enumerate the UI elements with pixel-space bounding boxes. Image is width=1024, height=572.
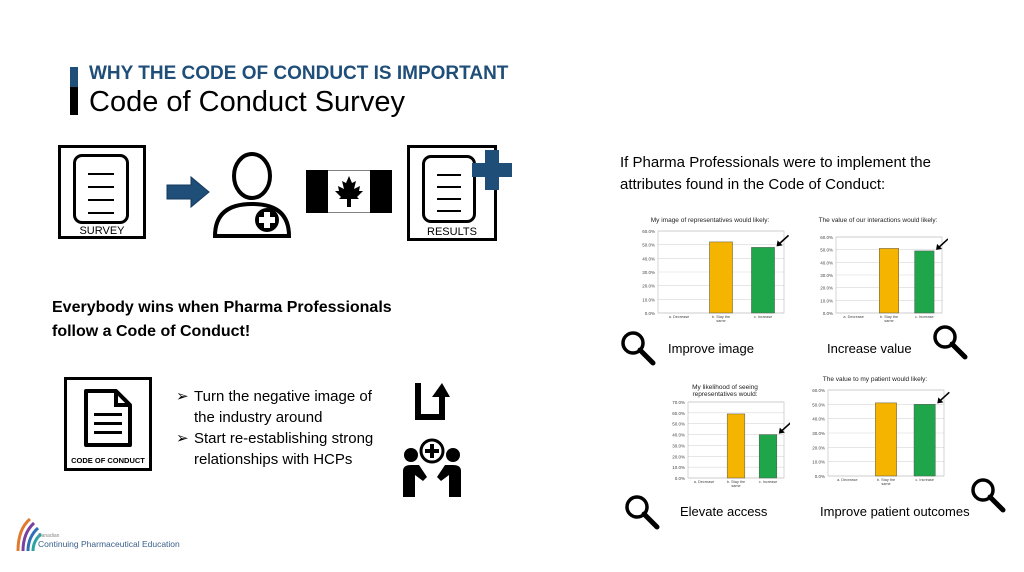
code-of-conduct-box: CODE OF CONDUCT (64, 377, 152, 471)
chart-title: My image of representatives would likely… (650, 217, 770, 224)
magnifier-icon[interactable] (970, 477, 1006, 513)
chart-patient-outcomes: The value to my patient would likely: 0.… (800, 376, 950, 492)
y-tick-label: 40.0% (672, 433, 685, 438)
caption-patient-outcomes: Improve patient outcomes (820, 504, 970, 519)
u-turn-arrow-icon (415, 383, 450, 420)
bar (751, 247, 775, 314)
y-tick-label: 40.0% (812, 417, 825, 422)
y-tick-label: 0.0% (815, 474, 825, 479)
annotation-arrowhead (936, 243, 943, 250)
results-label: RESULTS (427, 226, 477, 238)
chart-title: My likelihood of seeing representatives … (692, 384, 758, 398)
y-tick-label: 30.0% (642, 270, 655, 275)
canada-flag-icon (306, 170, 392, 213)
chart-elevate-access: My likelihood of seeing representatives … (660, 384, 790, 494)
x-tick-label: a. Decrease (837, 478, 857, 482)
results-box: RESULTS (407, 145, 497, 241)
results-document-icon (422, 155, 476, 223)
y-tick-label: 40.0% (820, 260, 833, 265)
y-tick-label: 60.0% (672, 411, 685, 416)
relationship-icon (403, 438, 461, 497)
wins-statement: Everybody wins when Pharma Professionals… (52, 299, 392, 340)
bar (913, 404, 936, 477)
y-tick-label: 40.0% (642, 256, 655, 261)
y-tick-label: 0.0% (645, 311, 655, 316)
x-tick-label: b. Stay the same (877, 478, 895, 486)
bar (914, 250, 935, 314)
slide-title: Code of Conduct Survey (89, 86, 405, 118)
x-tick-label: c. Increase (754, 315, 773, 319)
bullet-list: ➢ Turn the negative image of the industry… (176, 386, 396, 470)
chart-increase-value: The value of our interactions would like… (808, 217, 948, 329)
y-tick-label: 60.0% (642, 229, 655, 234)
bar (758, 434, 778, 479)
y-tick-label: 0.0% (675, 476, 685, 481)
chart-svg: 0.0% 10.0% 20.0% 30.0% 40.0% 50.0% 60.0% a. Dec… (642, 229, 790, 323)
x-tick-label: c. Increase (915, 478, 934, 482)
title-accent-bar (70, 67, 78, 115)
document-icon (73, 154, 129, 224)
professional-icon (212, 152, 292, 238)
y-tick-label: 50.0% (672, 422, 685, 427)
chart-title: The value of our interactions would like… (818, 217, 938, 224)
y-tick-label: 50.0% (820, 248, 833, 253)
y-tick-label: 60.0% (820, 235, 833, 240)
x-tick-label: a. Decrease (669, 315, 689, 319)
bullet-item: ➢ Start re-establishing strong relationsh… (176, 430, 374, 468)
bar (726, 413, 746, 479)
y-tick-label: 30.0% (812, 431, 825, 436)
x-tick-label: b. Stay the same (727, 480, 745, 488)
y-tick-label: 20.0% (642, 284, 655, 289)
arrow-right-icon (166, 175, 210, 209)
y-tick-label: 50.0% (812, 402, 825, 407)
y-tick-label: 30.0% (672, 443, 685, 448)
chart-svg: 0.0% 10.0% 20.0% 30.0% 40.0% 50.0% 60.0% a. Dec… (812, 388, 950, 486)
bullet-item: ➢ Turn the negative image of the industry… (176, 388, 372, 426)
code-of-conduct-label: CODE OF CONDUCT (71, 456, 145, 465)
plus-icon (472, 150, 512, 190)
chart-title: The value to my patient would likely: (822, 376, 928, 383)
x-tick-label: b. Stay the same (712, 315, 730, 323)
slide-subtitle: WHY THE CODE OF CONDUCT IS IMPORTANT (89, 63, 509, 84)
y-tick-label: 30.0% (820, 273, 833, 278)
survey-label: SURVEY (79, 225, 125, 237)
y-tick-label: 50.0% (642, 243, 655, 248)
y-tick-label: 0.0% (823, 311, 833, 316)
y-tick-label: 60.0% (812, 388, 825, 393)
caption-elevate-access: Elevate access (680, 504, 768, 519)
chart-svg: 0.0% 10.0% 20.0% 30.0% 40.0% 50.0% 60.0% a. Dec… (820, 235, 948, 323)
annotation-arrowhead (937, 397, 944, 404)
x-tick-label: c. Increase (759, 480, 778, 484)
magnifier-icon[interactable] (624, 494, 660, 530)
y-tick-label: 70.0% (672, 400, 685, 405)
x-tick-label: c. Increase (915, 315, 934, 319)
logo-small-text: Canadian (38, 533, 60, 539)
annotation-arrowhead (778, 427, 785, 434)
caption-increase-value: Increase value (827, 341, 912, 356)
y-tick-label: 20.0% (672, 454, 685, 459)
x-tick-label: a. Decrease (843, 315, 863, 319)
organization-logo-icon (16, 517, 42, 552)
annotation-arrowhead (776, 240, 783, 247)
intro-text: If Pharma Professionals were to implemen… (620, 154, 931, 193)
chart-svg: 0.0% 10.0% 20.0% 30.0% 40.0% 50.0% 60.0% 70.0% a… (672, 400, 790, 488)
caption-improve-image: Improve image (668, 341, 754, 356)
logo-text: Continuing Pharmaceutical Education (38, 539, 180, 549)
magnifier-icon[interactable] (932, 324, 968, 360)
y-tick-label: 10.0% (672, 465, 685, 470)
code-document-icon (84, 389, 132, 447)
x-tick-label: a. Decrease (694, 480, 714, 484)
chart-improve-image: My image of representatives would likely… (630, 217, 790, 329)
bar (709, 241, 733, 314)
x-tick-label: b. Stay the same (880, 315, 898, 323)
bar (875, 402, 897, 477)
y-tick-label: 20.0% (820, 286, 833, 291)
y-tick-label: 20.0% (812, 445, 825, 450)
survey-box: SURVEY (58, 145, 146, 239)
y-tick-label: 10.0% (642, 297, 655, 302)
bar (879, 248, 899, 314)
y-tick-label: 10.0% (820, 298, 833, 303)
y-tick-label: 10.0% (812, 460, 825, 465)
magnifier-icon[interactable] (620, 330, 656, 366)
